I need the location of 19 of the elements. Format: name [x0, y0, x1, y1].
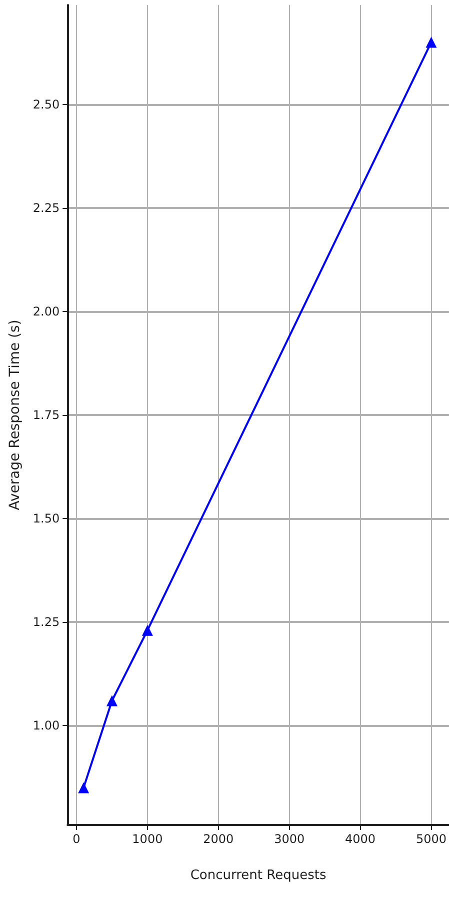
y-tick-label: 1.00 — [32, 718, 60, 733]
point — [426, 36, 437, 48]
x-tick-label: 5000 — [416, 832, 446, 846]
y-tick-label: 1.50 — [32, 512, 60, 526]
y-tick-label: 2.00 — [32, 304, 60, 318]
x-tick-label: 3000 — [274, 832, 305, 846]
y-tick-label: 2.25 — [32, 200, 60, 215]
point — [78, 782, 90, 794]
point — [106, 695, 118, 706]
y-tick-label: 1.75 — [32, 408, 60, 422]
x-tick-label: 0 — [72, 832, 80, 846]
y-axis-title: Average Response Time (s) — [7, 320, 23, 510]
y-tick-label: 1.25 — [32, 615, 60, 630]
y-tick-label: 2.50 — [32, 97, 60, 112]
point — [142, 624, 153, 636]
x-tick-label: 2000 — [203, 832, 234, 846]
x-tick-label: 4000 — [345, 832, 376, 846]
x-axis-title: Concurrent Requests — [190, 868, 326, 883]
x-tick-label: 1000 — [132, 832, 163, 846]
